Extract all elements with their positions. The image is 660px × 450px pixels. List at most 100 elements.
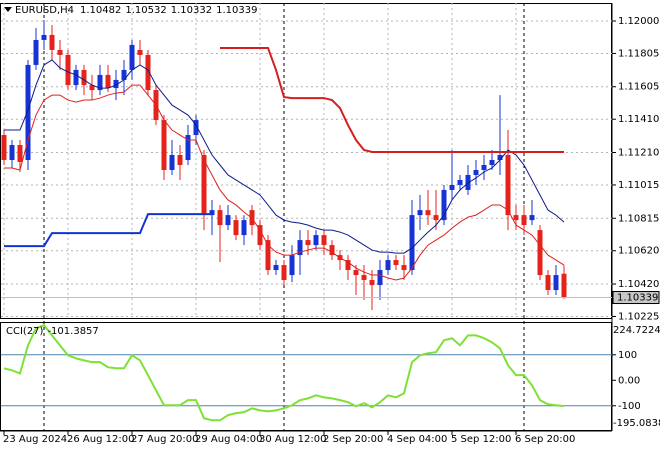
candle-body <box>49 34 55 50</box>
candle-body <box>185 135 191 161</box>
y-tick-label: 1.10815 <box>618 213 659 224</box>
candle-body <box>257 225 263 246</box>
y-tick-label: 1.11410 <box>618 114 659 125</box>
candle-body <box>321 235 327 246</box>
last-price-label: 1.10339 <box>617 293 658 304</box>
grid <box>1 3 616 435</box>
candle-body <box>57 49 63 55</box>
cci-header: CCI(27) -101.3857 <box>6 326 99 337</box>
x-tick-label: 30 Aug 12:00 <box>259 434 326 445</box>
candle-body <box>81 69 87 86</box>
candle-body <box>505 155 511 216</box>
candle-body <box>297 240 303 256</box>
x-tick-label: 27 Aug 20:00 <box>131 434 198 445</box>
candle-body <box>145 54 151 91</box>
candle-body <box>521 215 527 226</box>
candle-body <box>481 164 487 170</box>
candle-body <box>281 265 287 281</box>
marks <box>1 19 612 422</box>
candle-body <box>265 240 271 271</box>
candle-body <box>25 64 31 161</box>
y-tick-label: 1.10620 <box>618 246 659 257</box>
candle-body <box>17 145 23 162</box>
close-value: 1.10339 <box>216 5 257 16</box>
candle-body <box>457 179 463 185</box>
x-tick-label: 6 Sep 20:00 <box>515 434 575 445</box>
y-tick-label: 1.10225 <box>618 312 659 323</box>
candle-body <box>121 69 127 80</box>
candle-body <box>537 230 543 276</box>
candle-body <box>545 275 551 291</box>
candle-body <box>225 215 231 226</box>
open-value: 1.10482 <box>80 5 121 16</box>
x-tick-label: 4 Sep 04:00 <box>387 434 447 445</box>
candle-body <box>169 155 175 170</box>
candle-body <box>9 145 15 161</box>
candle-body <box>89 85 95 91</box>
x-tick-label: 5 Sep 12:00 <box>451 434 511 445</box>
last-price-box <box>612 291 660 305</box>
candle-body <box>201 155 207 216</box>
scale-label: -195.0838 <box>613 418 660 429</box>
candle-body <box>497 155 503 161</box>
candle-body <box>113 79 119 89</box>
scale-label: 224.7224 <box>613 325 660 336</box>
candle-body <box>369 280 375 286</box>
candle-body <box>393 260 399 266</box>
high-value: 1.10532 <box>125 5 166 16</box>
candle-body <box>513 215 519 221</box>
x-tick-label: 29 Aug 04:00 <box>195 434 262 445</box>
y-tick-label: 100 <box>618 350 637 361</box>
candle-body <box>161 120 167 170</box>
y-tick-label: 1.10420 <box>618 279 659 290</box>
header: EURUSD,H4 1.10482 1.10532 1.10332 1.10339 <box>15 5 257 16</box>
y-tick-label: 1.11015 <box>618 180 659 191</box>
candle-body <box>345 260 351 271</box>
cci-title: CCI(27) <box>6 326 44 337</box>
candle-body <box>193 120 199 136</box>
indicator-line <box>220 46 564 154</box>
candle-body <box>289 255 295 276</box>
candle-body <box>377 270 383 286</box>
candle-body <box>385 260 391 271</box>
candle-body <box>473 169 479 175</box>
y-tick-label: 1.11210 <box>618 148 659 159</box>
candle-body <box>97 74 103 91</box>
y-tick-label: -100 <box>618 401 641 412</box>
indicator-line <box>4 84 565 281</box>
candle-body <box>41 34 47 40</box>
candle-body <box>137 49 143 55</box>
candle-body <box>449 184 455 190</box>
candle-body <box>353 270 359 276</box>
candle-body <box>433 215 439 221</box>
y-tick-label: 1.12000 <box>618 16 659 27</box>
x-tick-label: 23 Aug 2024 <box>3 434 67 445</box>
menu-triangle <box>4 7 12 12</box>
candle-body <box>329 245 335 256</box>
candle-body <box>409 215 415 271</box>
candle-body <box>65 54 71 86</box>
indicator-line <box>4 213 212 248</box>
candle-body <box>209 210 215 216</box>
low-value: 1.10332 <box>171 5 212 16</box>
candle-body <box>417 210 423 216</box>
candle-body <box>241 220 247 236</box>
candle-body <box>401 265 407 271</box>
candle-body <box>177 155 183 165</box>
candle-body <box>33 39 39 65</box>
cci-value: -101.3857 <box>47 326 98 337</box>
x-tick-label: 26 Aug 12:00 <box>67 434 134 445</box>
candle-body <box>425 210 431 216</box>
y-tick-label: 1.11805 <box>618 48 659 59</box>
y-tick-label: 0.00 <box>618 375 640 386</box>
candle-body <box>129 44 135 70</box>
cci-line <box>3 324 565 422</box>
candle-body <box>305 240 311 246</box>
candle-body <box>361 275 367 281</box>
candle-body <box>553 275 559 291</box>
indicator-line <box>4 59 565 254</box>
candle-body <box>273 265 279 271</box>
